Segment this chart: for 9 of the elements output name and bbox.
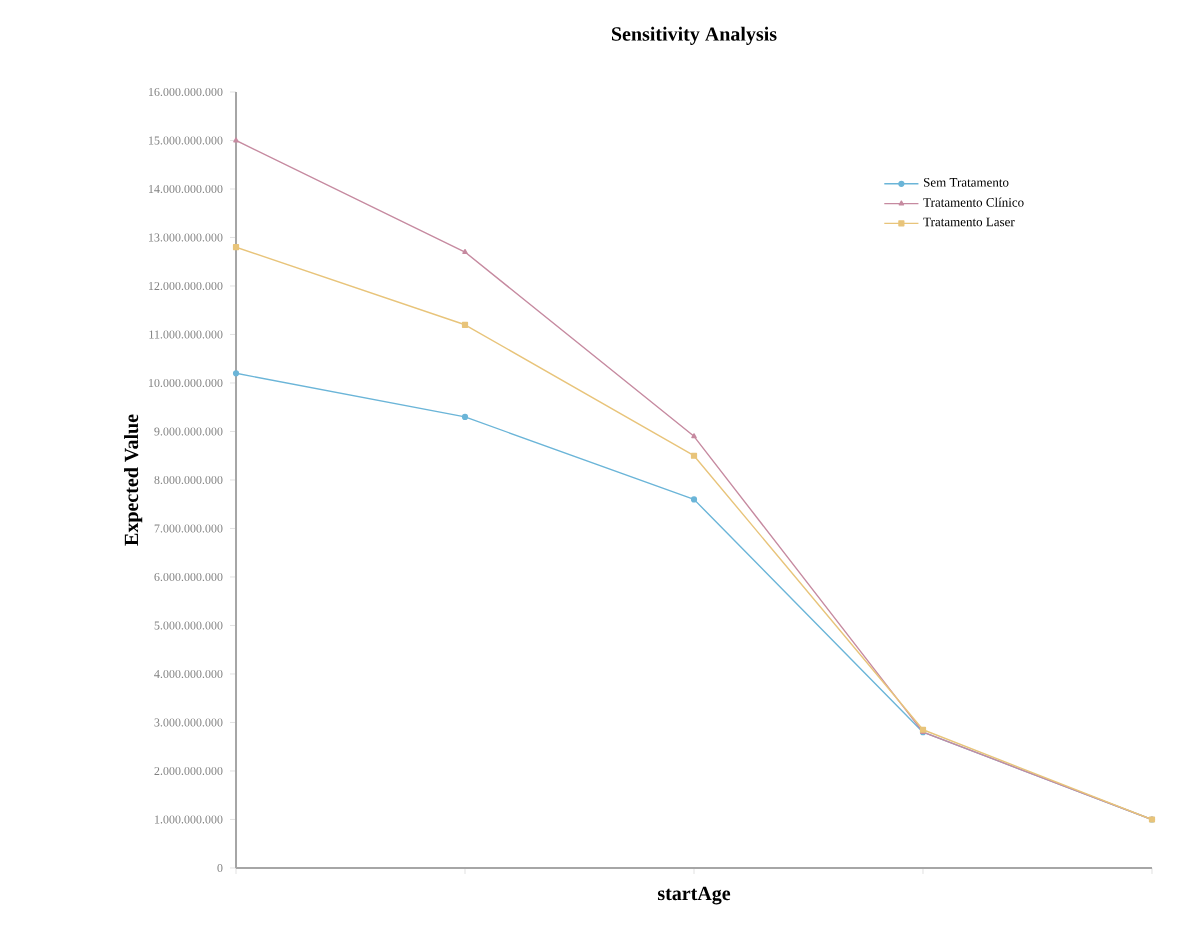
x-axis-title: startAge [657, 886, 731, 905]
chart-title: Sensitivity Analysis [612, 26, 777, 45]
point [690, 496, 698, 503]
point [232, 370, 240, 377]
y-axis-title: Expected Value [124, 414, 143, 546]
point [690, 452, 698, 459]
point [461, 413, 469, 421]
point [232, 244, 240, 251]
point [461, 321, 469, 328]
